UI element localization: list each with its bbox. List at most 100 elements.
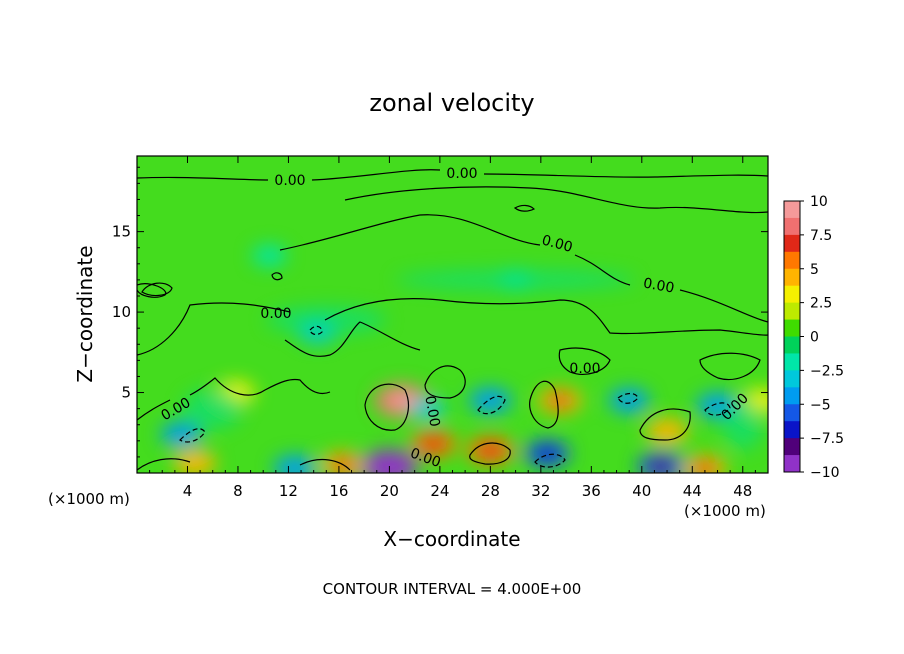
x-unit-label-right: (×1000 m) xyxy=(684,502,766,520)
colorbar-swatch-5 xyxy=(784,285,800,304)
colorbar-tick-label-5: −2.5 xyxy=(810,363,844,379)
weak-negative-zone-1 xyxy=(395,269,636,290)
colorbar-swatch-1 xyxy=(784,217,800,236)
colorbar-tick-label-1: 7.5 xyxy=(810,228,832,244)
negative-contour-2 xyxy=(704,402,731,416)
x-tick-label-5: 24 xyxy=(430,482,449,500)
colorbar-swatch-4 xyxy=(784,268,800,287)
colorbar-swatch-6 xyxy=(784,302,800,321)
contour-label-1: 0.00 xyxy=(446,166,477,182)
field-feature-core-1 xyxy=(478,442,503,459)
contour-label-3: 0.00 xyxy=(642,275,675,296)
x-axis-label: X−coordinate xyxy=(383,527,520,551)
x-tick-label-2: 12 xyxy=(279,482,298,500)
x-unit-label-left: (×1000 m) xyxy=(48,490,130,508)
colorbar-tick-label-2: 5 xyxy=(810,262,819,278)
y-tick-label-2: 15 xyxy=(112,223,131,241)
y-axis-ticks: 5 10 15 xyxy=(112,166,768,458)
contour-line-9 xyxy=(529,380,559,429)
contour-line-15 xyxy=(141,282,173,297)
colorbar-tick-label-6: −5 xyxy=(810,397,831,413)
colorbar-tick-label-4: 0 xyxy=(810,330,819,346)
negative-contour-1 xyxy=(477,395,506,415)
contour-label-4: 0.00 xyxy=(260,306,291,322)
colorbar-swatch-13 xyxy=(784,421,800,439)
field-feature-17 xyxy=(608,387,650,414)
chart-title: zonal velocity xyxy=(369,89,534,117)
colorbar-swatch-10 xyxy=(784,370,800,388)
colorbar-tick-label-7: −7.5 xyxy=(810,431,844,447)
contour-lines xyxy=(137,169,768,471)
field-feature-13 xyxy=(273,455,316,473)
field-feature-19 xyxy=(409,397,446,420)
field-feature-core-11 xyxy=(535,446,559,462)
contour-line-5 xyxy=(137,377,331,421)
contour-line-3 xyxy=(137,283,167,298)
y-tick-label-0: 5 xyxy=(121,384,131,402)
contour-line-4 xyxy=(137,298,768,356)
contour-line-10 xyxy=(639,408,691,441)
contour-label-2: 0.00 xyxy=(540,232,574,256)
colorbar-swatch-2 xyxy=(784,234,800,253)
contour-line-2 xyxy=(279,214,768,323)
x-tick-label-6: 28 xyxy=(481,482,500,500)
x-tick-label-9: 40 xyxy=(632,482,651,500)
weak-negative-zone-3 xyxy=(722,399,763,450)
field-feature-16 xyxy=(160,421,202,447)
contour-label-7: 0.00 xyxy=(421,395,442,428)
colorbar-swatch-12 xyxy=(784,404,800,422)
x-axis-ticks: 4 8 12 16 20 24 28 32 36 40 44 48 xyxy=(149,156,756,500)
field-feature-20 xyxy=(252,244,287,267)
colorbar-swatch-7 xyxy=(784,319,800,337)
colorbar-swatch-14 xyxy=(784,438,800,456)
x-tick-label-4: 20 xyxy=(380,482,399,500)
x-tick-label-10: 44 xyxy=(683,482,702,500)
contour-line-11 xyxy=(424,365,466,399)
x-tick-label-7: 32 xyxy=(531,482,550,500)
colorbar-swatch-9 xyxy=(784,353,800,371)
contour-line-13 xyxy=(137,458,351,471)
contour-line-17 xyxy=(271,272,283,281)
x-tick-label-0: 4 xyxy=(183,482,193,500)
x-tick-label-8: 36 xyxy=(582,482,601,500)
contour-label-0: 0.00 xyxy=(274,173,305,189)
contour-line-6 xyxy=(284,321,421,357)
colorbar-tick-label-0: 10 xyxy=(810,194,828,210)
colorbar-swatch-15 xyxy=(784,455,800,473)
contour-line-12 xyxy=(558,347,611,375)
weak-negative-zone-0 xyxy=(266,306,387,335)
negative-contour-0 xyxy=(179,428,206,443)
x-tick-label-3: 16 xyxy=(329,482,348,500)
contour-line-14 xyxy=(699,352,761,381)
negative-contour-4 xyxy=(534,453,566,468)
contour-line-8 xyxy=(469,442,511,465)
negative-contour-5 xyxy=(309,325,323,336)
field-feature-core-3 xyxy=(548,393,571,409)
negative-contour-3 xyxy=(617,392,639,404)
colorbar-swatch-8 xyxy=(784,336,800,354)
colorbar-swatch-0 xyxy=(784,201,800,219)
field-feature-core-10 xyxy=(375,457,404,473)
field-feature-core-2 xyxy=(422,436,445,452)
weak-negative-zone-2 xyxy=(182,388,243,429)
contour-line-16 xyxy=(513,204,536,212)
field-feature-core-7 xyxy=(693,460,716,473)
x-tick-label-11: 48 xyxy=(733,482,752,500)
contour-interval-text: CONTOUR INTERVAL = 4.000E+00 xyxy=(323,580,582,598)
contour-line-0 xyxy=(137,169,768,181)
contour-line-7 xyxy=(364,383,409,431)
x-tick-label-1: 8 xyxy=(233,482,243,500)
contour-line-1 xyxy=(344,186,768,214)
colorbar-tick-label-8: −10 xyxy=(810,465,840,481)
field-feature-core-12 xyxy=(648,458,673,473)
colorbar-tick-label-3: 2.5 xyxy=(810,296,832,312)
plot-area xyxy=(137,156,768,473)
colorbar: 10 7.5 5 2.5 0 −2.5 −5 −7.5 −10 xyxy=(783,194,844,481)
colorbar-swatch-3 xyxy=(784,251,800,270)
y-axis-label: Z−coordinate xyxy=(73,245,97,382)
field-feature-5 xyxy=(173,450,217,473)
contour-label-5: 0.00 xyxy=(569,361,600,377)
y-tick-label-1: 10 xyxy=(112,303,131,321)
colorbar-swatch-11 xyxy=(784,387,800,405)
